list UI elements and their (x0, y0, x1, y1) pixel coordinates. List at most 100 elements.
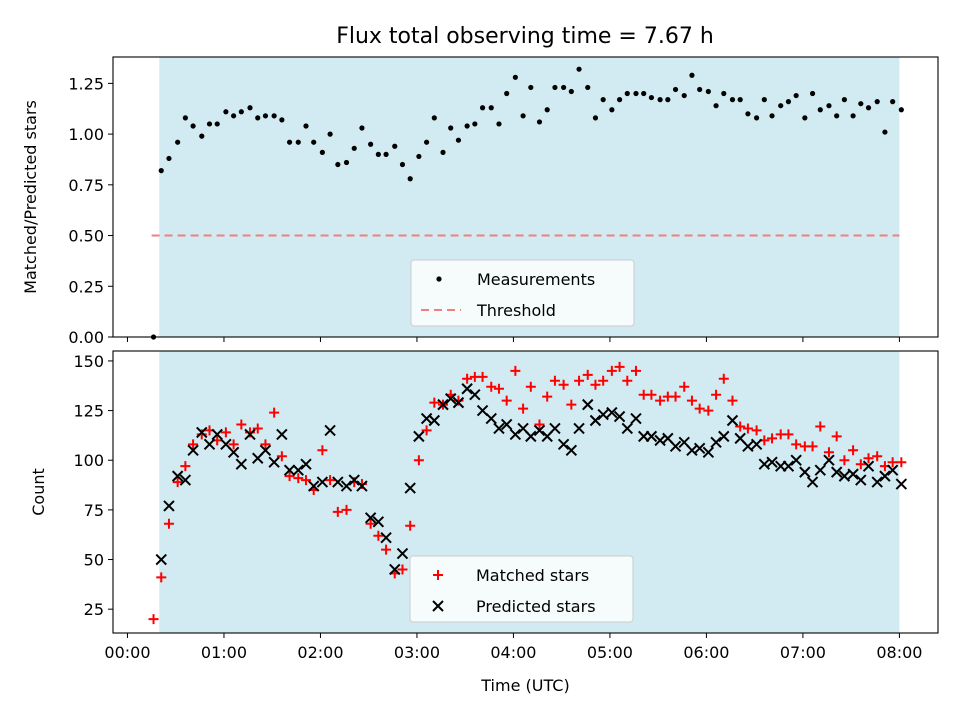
predicted-star-point (823, 454, 835, 466)
measurement-point (190, 123, 196, 129)
matched-star-point (405, 520, 416, 531)
measurement-point (834, 113, 840, 119)
matched-star-point (863, 453, 874, 464)
predicted-star-point (702, 446, 715, 458)
matched-star-point (332, 506, 343, 517)
measurement-point (488, 105, 494, 111)
measurement-point (206, 121, 213, 127)
matched-star-point (381, 544, 392, 555)
predicted-star-point (340, 480, 353, 492)
measurement-point (729, 97, 736, 103)
predicted-star-point (799, 466, 811, 478)
y-tick-label: 1.25 (68, 74, 104, 93)
chart-title: Flux total observing time = 7.67 h (336, 24, 714, 49)
measurement-point (745, 111, 751, 117)
predicted-star-point (452, 396, 465, 409)
matched-star-point (300, 475, 311, 486)
legend: Matched stars Predicted stars (409, 555, 634, 623)
predicted-star-point (389, 563, 401, 576)
matched-star-point (670, 391, 681, 402)
matched-star-point (694, 403, 705, 414)
matched-star-point (486, 381, 497, 392)
measurement-point (809, 90, 816, 97)
matched-star-point (510, 365, 521, 376)
y-tick-label: 1.00 (68, 125, 104, 144)
x-tick-label: 03:00 (394, 643, 440, 662)
predicted-star-point (437, 398, 449, 411)
matched-star-point (421, 425, 432, 436)
axes-frame (112, 56, 939, 338)
measurement-point (785, 99, 792, 105)
measurement-point (271, 113, 277, 119)
predicted-star-point (582, 398, 594, 411)
legend-box (409, 555, 634, 623)
measurement-point (689, 72, 695, 78)
measurement-point (399, 161, 406, 168)
matched-star-point (276, 451, 287, 462)
predicted-star-point (573, 422, 585, 435)
predicted-star-point (268, 456, 280, 468)
y-axis-label: Count (29, 468, 48, 516)
measurement-point (392, 143, 398, 149)
measurement-point (319, 149, 325, 155)
predicted-star-point (766, 456, 778, 468)
matched-star-point (848, 445, 859, 456)
predicted-star-point (196, 426, 208, 439)
matched-star-point (598, 375, 609, 386)
matched-star-point (622, 375, 633, 386)
x-tick-label: 02:00 (297, 643, 343, 662)
predicted-star-point (171, 470, 184, 482)
matched-star-point (433, 570, 443, 580)
measurement-point (576, 66, 582, 72)
matched-star-point (172, 477, 183, 488)
predicted-star-point (485, 412, 497, 425)
axes-frame (112, 350, 939, 634)
predicted-star-point (372, 516, 385, 528)
predicted-star-point (203, 438, 216, 451)
predicted-star-point (838, 470, 851, 482)
matched-star-point (742, 423, 753, 434)
predicted-star-point (589, 414, 602, 427)
measurement-point (865, 105, 872, 111)
matched-star-point (293, 473, 304, 484)
predicted-star-point (782, 460, 795, 472)
measurement-point (279, 117, 285, 123)
measurement-point (423, 139, 430, 145)
measurement-point (436, 276, 442, 282)
matched-star-point (373, 530, 384, 541)
predicted-star-point (742, 440, 754, 453)
matched-star-point (429, 397, 440, 408)
predicted-star-point (404, 482, 416, 494)
matched-star-point (783, 429, 794, 440)
predicted-star-point (606, 406, 618, 419)
matched-star-point (462, 373, 473, 384)
y-tick-label: 150 (73, 352, 104, 371)
predicted-star-point (155, 553, 167, 566)
measurement-point (303, 123, 309, 129)
predicted-star-point (348, 474, 360, 486)
measurement-point (890, 99, 896, 105)
x-tick-label: 08:00 (876, 643, 922, 662)
matched-star-point (284, 471, 295, 482)
measurement-point (262, 113, 269, 119)
predicted-star-point (630, 412, 642, 425)
matched-star-point (872, 451, 883, 462)
predicted-star-point (862, 460, 875, 472)
predicted-star-point (187, 444, 199, 457)
measurement-point (544, 107, 550, 113)
measurement-point (681, 92, 687, 99)
measurement-point (561, 84, 567, 91)
measurement-point (286, 139, 293, 145)
measurement-point (633, 90, 639, 97)
predicted-star-point (413, 430, 425, 443)
x-tick-label: 00:00 (104, 643, 150, 662)
predicted-star-point (750, 438, 763, 451)
measurement-point (778, 103, 784, 109)
matched-star-point (566, 399, 577, 410)
measurement-point (255, 115, 261, 121)
measurement-point (665, 97, 671, 103)
y-axis-label: Matched/Predicted stars (21, 100, 40, 294)
predicted-star-point (428, 414, 441, 427)
matched-star-point (606, 365, 617, 376)
matched-star-point (269, 407, 280, 418)
